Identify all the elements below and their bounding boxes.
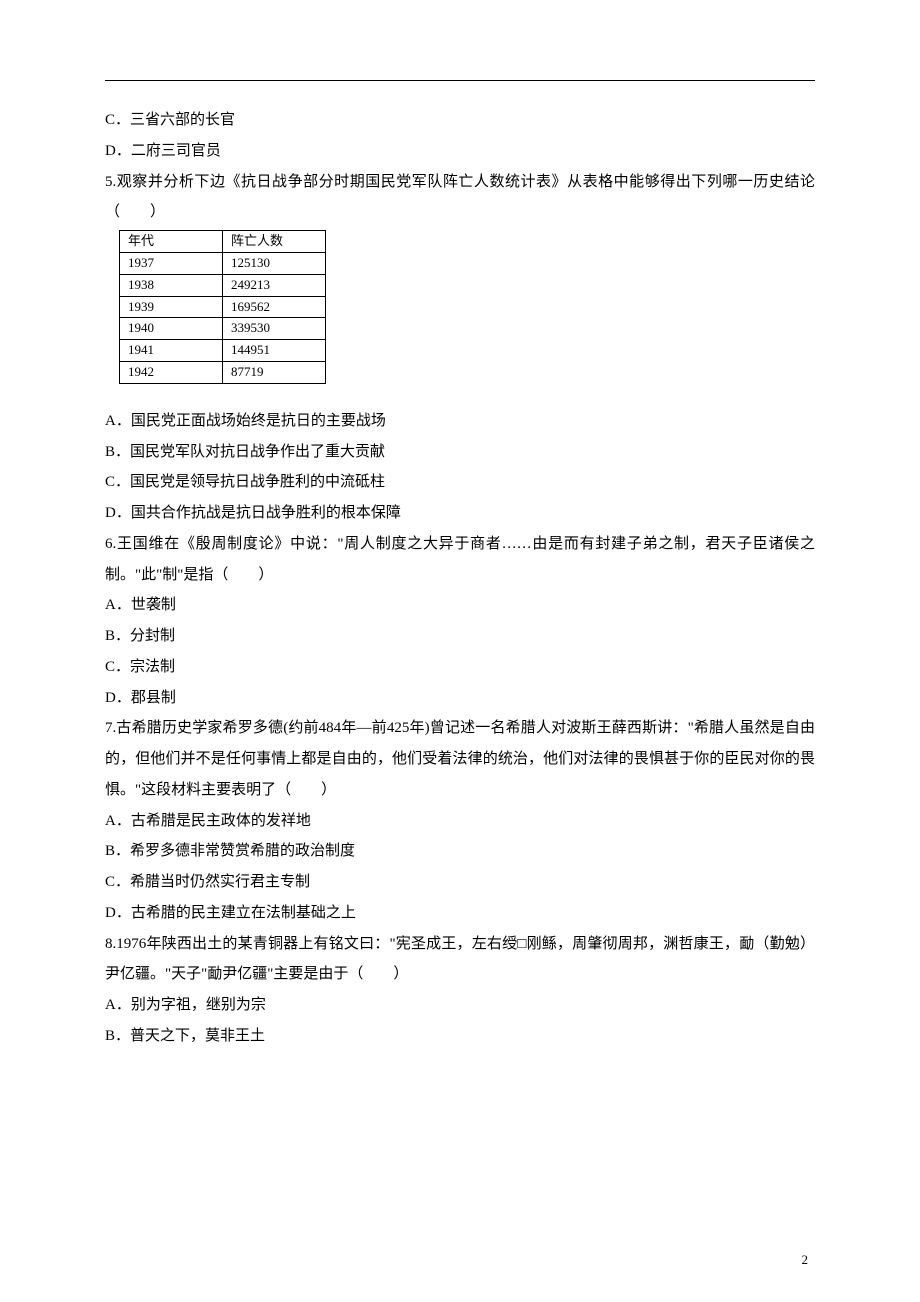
table-cell: 1938 — [120, 274, 223, 296]
table-row: 1939 169562 — [120, 296, 326, 318]
q5-option-a: A．国民党正面战场始终是抗日的主要战场 — [105, 406, 815, 437]
q8-option-a: A．别为字祖，继别为宗 — [105, 990, 815, 1021]
q5-option-c: C．国民党是领导抗日战争胜利的中流砥柱 — [105, 467, 815, 498]
page-number: 2 — [802, 1247, 809, 1274]
table-row: 1937 125130 — [120, 252, 326, 274]
q5-option-d: D．国共合作抗战是抗日战争胜利的根本保障 — [105, 498, 815, 529]
table-cell: 144951 — [223, 340, 326, 362]
table-cell: 1939 — [120, 296, 223, 318]
top-divider — [105, 80, 815, 81]
q6-option-a: A．世袭制 — [105, 590, 815, 621]
table-row: 1940 339530 — [120, 318, 326, 340]
q4-option-c: C．三省六部的长官 — [105, 105, 815, 136]
table-header-row: 年代 阵亡人数 — [120, 231, 326, 253]
q6-option-d: D．郡县制 — [105, 683, 815, 714]
table-row: 1938 249213 — [120, 274, 326, 296]
table-row: 1942 87719 — [120, 362, 326, 384]
q5-option-b: B．国民党军队对抗日战争作出了重大贡献 — [105, 437, 815, 468]
q8-stem: 8.1976年陕西出土的某青铜器上有铭文曰："宪圣成王，左右绶□刚鲧，周肇彻周邦… — [105, 929, 815, 991]
table-cell: 125130 — [223, 252, 326, 274]
q7-option-a: A．古希腊是民主政体的发祥地 — [105, 806, 815, 837]
q7-stem: 7.古希腊历史学家希罗多德(约前484年—前425年)曾记述一名希腊人对波斯王薛… — [105, 713, 815, 805]
q7-option-c: C．希腊当时仍然实行君主专制 — [105, 867, 815, 898]
table-cell: 1937 — [120, 252, 223, 274]
table-row: 1941 144951 — [120, 340, 326, 362]
q6-option-b: B．分封制 — [105, 621, 815, 652]
table-header: 阵亡人数 — [223, 231, 326, 253]
q8-option-b: B．普天之下，莫非王土 — [105, 1021, 815, 1052]
q6-option-c: C．宗法制 — [105, 652, 815, 683]
q5-table: 年代 阵亡人数 1937 125130 1938 249213 1939 169… — [119, 230, 326, 384]
q7-option-b: B．希罗多德非常赞赏希腊的政治制度 — [105, 836, 815, 867]
table-cell: 1941 — [120, 340, 223, 362]
spacer — [105, 392, 815, 406]
q4-option-d: D．二府三司官员 — [105, 136, 815, 167]
table-cell: 249213 — [223, 274, 326, 296]
q7-option-d: D．古希腊的民主建立在法制基础之上 — [105, 898, 815, 929]
table-header: 年代 — [120, 231, 223, 253]
table-cell: 339530 — [223, 318, 326, 340]
table-cell: 87719 — [223, 362, 326, 384]
table-cell: 1940 — [120, 318, 223, 340]
table-cell: 1942 — [120, 362, 223, 384]
q5-stem: 5.观察并分析下边《抗日战争部分时期国民党军队阵亡人数统计表》从表格中能够得出下… — [105, 167, 815, 229]
table-cell: 169562 — [223, 296, 326, 318]
q6-stem: 6.王国维在《殷周制度论》中说："周人制度之大异于商者……由是而有封建子弟之制，… — [105, 529, 815, 591]
